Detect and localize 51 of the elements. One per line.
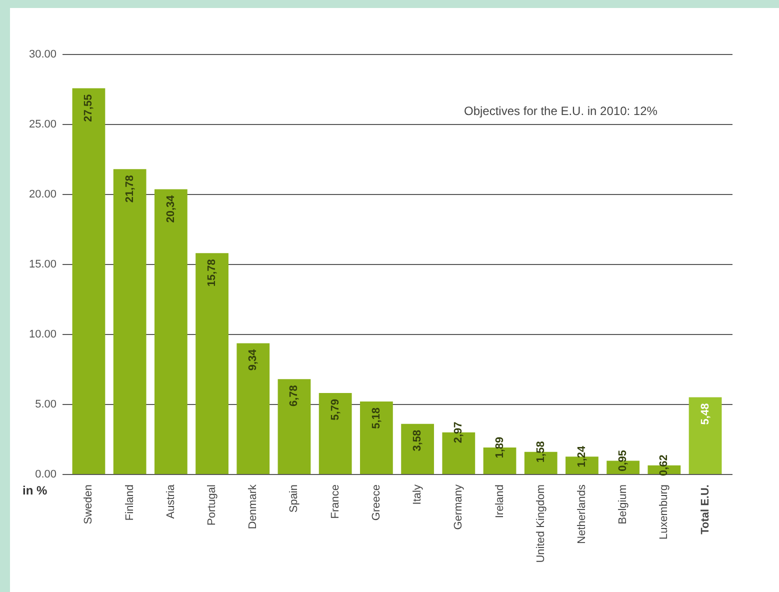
x-tick-label: Italy <box>412 484 424 505</box>
x-tick-label: Denmark <box>247 484 260 530</box>
data-label: 20,34 <box>164 194 177 223</box>
bar <box>278 379 311 474</box>
x-tick-label: Austria <box>164 484 177 519</box>
bar <box>401 424 434 474</box>
y-tick-label: 10.00 <box>28 328 56 340</box>
annotation: Objectives for the E.U. in 2010: 12% <box>464 104 658 118</box>
y-tick-label: 20.00 <box>28 188 56 200</box>
data-label: 15,78 <box>206 259 218 287</box>
data-label: 6,78 <box>288 385 300 406</box>
bar <box>318 392 352 474</box>
data-label: 0,62 <box>658 454 670 476</box>
bar <box>236 343 270 474</box>
x-tick-label: Portugal <box>206 484 218 526</box>
data-label: 21,78 <box>124 175 136 203</box>
x-tick-label: Netherlands <box>576 484 588 544</box>
y-tick-label: 5.00 <box>35 398 56 410</box>
data-label: 5,18 <box>370 407 382 429</box>
y-tick-label: 0.00 <box>35 468 56 480</box>
y-tick-label: 30.00 <box>28 48 56 60</box>
y-tick-label: 25.00 <box>28 118 56 130</box>
x-tick-label: Finland <box>124 484 136 521</box>
y-axis-title: in % <box>22 484 48 498</box>
data-label: 5,48 <box>699 403 712 425</box>
x-tick-label: Ireland <box>494 484 506 518</box>
x-tick-label: Germany <box>452 484 465 530</box>
x-tick-label: Total E.U. <box>699 484 712 534</box>
data-label: 0,95 <box>617 450 630 472</box>
data-label: 1,89 <box>494 436 506 458</box>
x-tick-label: Greece <box>370 484 382 521</box>
bar <box>154 189 188 474</box>
x-tick-label: Belgium <box>617 484 630 524</box>
data-label: 27,55 <box>82 94 95 122</box>
y-tick-label: 15.00 <box>28 258 56 270</box>
bar <box>688 397 722 474</box>
x-tick-label: France <box>329 484 342 519</box>
x-tick-label: Sweden <box>82 484 95 524</box>
data-label: 1,58 <box>534 441 547 463</box>
data-label: 1,24 <box>576 445 588 468</box>
data-label: 2,97 <box>452 422 465 444</box>
data-label: 3,58 <box>412 430 424 452</box>
bar <box>72 88 106 474</box>
x-tick-label: Spain <box>288 484 300 513</box>
data-label: 9,34 <box>247 348 260 371</box>
bar <box>360 401 393 474</box>
bar <box>196 253 228 474</box>
bar <box>113 169 146 474</box>
x-tick-label: Luxemburg <box>658 484 670 540</box>
data-label: 5,79 <box>329 398 342 420</box>
x-tick-label: United Kingdom <box>534 484 547 563</box>
